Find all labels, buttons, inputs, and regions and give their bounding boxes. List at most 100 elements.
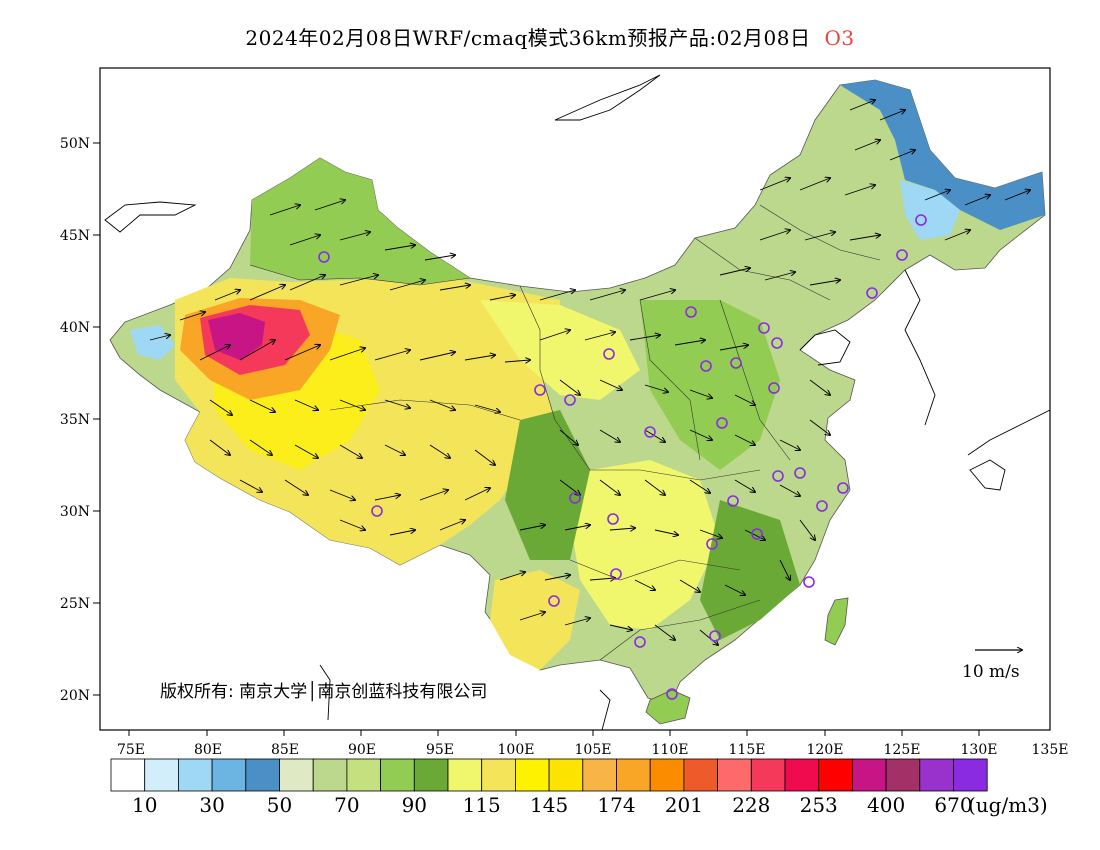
species-label: O3	[824, 26, 855, 50]
station-marker	[716, 417, 728, 429]
lon-label: 95E	[426, 742, 454, 758]
lon-label: 120E	[807, 742, 844, 758]
northeast-blue	[840, 80, 1045, 230]
station-marker	[564, 394, 576, 406]
tarim-lightblue	[130, 325, 175, 360]
station-marker	[794, 467, 806, 479]
lon-label: 90E	[348, 742, 376, 758]
colorbar-tick-label: 30	[199, 793, 224, 817]
lat-label: 30N	[60, 504, 90, 520]
lon-label: 130E	[961, 742, 998, 758]
latitude-axis	[93, 142, 100, 696]
colorbar-tick-label: 50	[267, 793, 292, 817]
caspian-coast	[104, 201, 197, 233]
station-marker	[548, 595, 560, 607]
lat-label: 35N	[60, 412, 90, 428]
lon-label: 75E	[117, 742, 145, 758]
colorbar-tick-label: 228	[732, 793, 770, 817]
longitude-labels: 75E 80E 85E 90E 95E 100E 105E 110E 115E …	[117, 742, 1069, 758]
hainan	[645, 689, 691, 725]
colorbar-swatch	[177, 758, 213, 792]
map-title: 2024年02月08日WRF/cmaq模式36km预报产品:02月08日 O3	[0, 22, 1100, 51]
colorbar-tick-label: 253	[800, 793, 838, 817]
monitoring-stations	[318, 214, 927, 700]
colorbar-swatch	[211, 758, 247, 792]
wind-reference: 10 m/s	[962, 650, 1022, 682]
colorbar-swatch	[279, 758, 314, 792]
colorbar-swatch	[582, 758, 617, 792]
colorbar-tick-label: 400	[867, 793, 905, 817]
colorbar-swatch	[818, 758, 853, 792]
colorbar-swatch	[447, 758, 483, 792]
colorbar-labels: 10 30 50 70 90 115 145 174 201 228 253 400 670	[132, 793, 973, 817]
colorbar-swatch	[616, 758, 651, 792]
station-marker	[915, 214, 927, 226]
station-marker	[318, 251, 330, 263]
map-plot-area	[104, 74, 1050, 730]
station-marker	[371, 505, 383, 517]
station-marker	[816, 500, 828, 512]
colorbar-swatch	[649, 758, 685, 792]
colorbar-tick-label: 70	[334, 793, 359, 817]
colorbar-tick-label: 670	[934, 793, 972, 817]
lon-label: 115E	[729, 742, 766, 758]
station-marker	[685, 306, 697, 318]
station-marker	[706, 538, 718, 550]
station-marker	[772, 470, 784, 482]
station-marker	[866, 287, 878, 299]
colorbar-tick-label: 115	[463, 793, 501, 817]
station-marker	[610, 568, 622, 580]
taiwan	[824, 597, 849, 646]
station-marker	[569, 492, 581, 504]
station-marker	[803, 576, 815, 588]
colorbar-swatch	[144, 758, 179, 792]
station-marker	[534, 384, 546, 396]
colorbar-tick-label: 201	[665, 793, 703, 817]
green-band-sichuan	[505, 410, 590, 560]
station-marker	[758, 322, 770, 334]
colorbar-swatch	[245, 758, 280, 792]
station-marker	[896, 249, 908, 261]
lon-label: 85E	[271, 742, 299, 758]
province-borders	[249, 204, 881, 661]
colorbar-swatch	[481, 758, 516, 792]
lat-label: 45N	[60, 228, 90, 244]
colorbar-swatch	[717, 758, 752, 792]
station-marker	[700, 360, 712, 372]
station-marker	[727, 495, 739, 507]
green-band-southeast	[700, 500, 800, 640]
station-marker	[837, 482, 849, 494]
lon-label: 105E	[575, 742, 612, 758]
colorbar-swatch	[548, 758, 584, 792]
indochina-coast	[319, 664, 611, 730]
copyright-text: 版权所有: 南京大学│南京创蓝科技有限公司	[160, 681, 487, 702]
colorbar-swatch	[683, 758, 719, 792]
station-marker	[634, 636, 646, 648]
latitude-labels: 50N 45N 40N 35N 30N 25N 20N	[60, 136, 90, 704]
colorbar-swatch	[312, 758, 348, 792]
wind-vectors	[149, 100, 1030, 645]
lat-label: 40N	[60, 320, 90, 336]
colorbar-tick-label: 90	[402, 793, 427, 817]
korea-coast	[904, 269, 936, 426]
station-marker	[751, 528, 763, 540]
colorbar-swatch	[413, 758, 449, 792]
lon-label: 80E	[194, 742, 222, 758]
lat-label: 25N	[60, 596, 90, 612]
lat-label: 20N	[60, 688, 90, 704]
colorbar-swatch	[784, 758, 820, 792]
colorbar-unit: (ug/m3)	[968, 793, 1048, 817]
station-marker	[709, 630, 721, 642]
lon-label: 125E	[884, 742, 921, 758]
station-marker	[644, 426, 656, 438]
station-marker	[607, 513, 619, 525]
station-marker	[603, 348, 615, 360]
wind-reference-label: 10 m/s	[962, 662, 1020, 682]
colorbar-tick-label: 174	[597, 793, 635, 817]
colorbar-tick-label: 145	[530, 793, 568, 817]
lon-label: 100E	[498, 742, 535, 758]
south-yellow	[570, 460, 720, 630]
title-text: 2024年02月08日WRF/cmaq模式36km预报产品:02月08日	[245, 26, 811, 50]
lon-label: 135E	[1032, 742, 1069, 758]
